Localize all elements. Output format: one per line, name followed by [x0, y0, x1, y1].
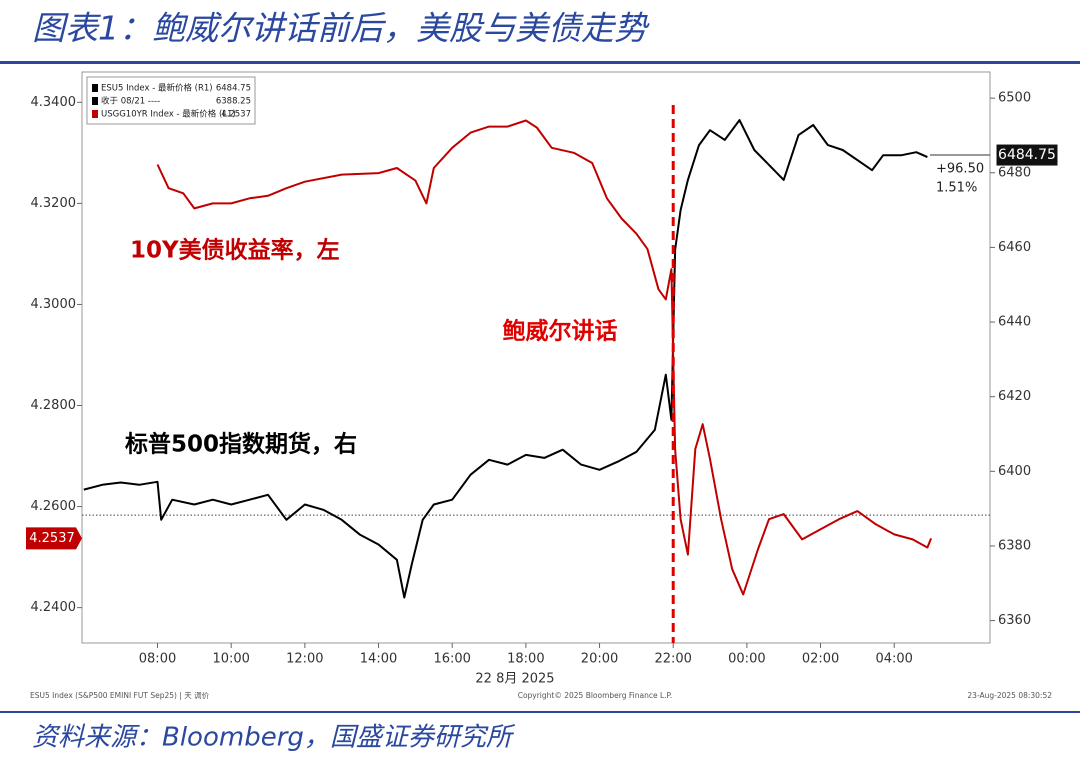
footer-note: ESU5 Index (S&P500 EMINI FUT Sep25) | 天 …	[30, 691, 210, 700]
y-tick-label: 4.2400	[31, 600, 77, 615]
last-value-box	[26, 527, 82, 550]
y2-tick-label: 6420	[998, 389, 1031, 404]
x-tick-label: 08:00	[139, 652, 176, 667]
last-value-box	[995, 143, 1059, 167]
legend-swatch	[92, 97, 98, 105]
y-tick-label: 4.2600	[31, 499, 77, 514]
legend-value: 4.2537	[221, 110, 251, 120]
y-tick-label: 4.3000	[31, 297, 77, 312]
y-tick-label: 4.2800	[31, 398, 77, 413]
x-tick-label: 20:00	[581, 652, 618, 667]
last-value-label: 6484.75	[998, 147, 1056, 163]
y2-tick-label: 6380	[998, 538, 1031, 553]
source-rule	[0, 711, 1080, 713]
x-tick-label: 12:00	[286, 652, 323, 667]
change-label: 1.51%	[936, 181, 977, 196]
y2-tick-label: 6360	[998, 613, 1031, 628]
series-line	[156, 119, 933, 596]
x-date-label: 22 8月 2025	[475, 672, 554, 687]
legend-value: 6388.25	[216, 97, 251, 107]
y2-tick-label: 6480	[998, 165, 1031, 180]
legend-swatch	[92, 84, 98, 92]
footer-note: 23-Aug-2025 08:30:52	[967, 691, 1052, 700]
legend-swatch	[92, 110, 98, 118]
x-tick-label: 18:00	[507, 652, 544, 667]
legend-label: USGG10YR Index - 最新价格 (L1)	[101, 109, 236, 120]
legend-label: ESU5 Index - 最新价格 (R1)	[101, 83, 213, 94]
y-tick-label: 4.3200	[31, 196, 77, 211]
title-rule	[0, 61, 1080, 64]
legend-value: 6484.75	[216, 84, 251, 94]
x-tick-label: 02:00	[802, 652, 839, 667]
annotation: 10Y美债收益率，左	[130, 237, 340, 264]
y2-tick-label: 6500	[998, 91, 1031, 106]
change-label: +96.50	[936, 162, 984, 177]
last-value-label: 4.2537	[29, 531, 75, 546]
y-tick-label: 4.3400	[31, 95, 77, 110]
source-note: 资料来源：Bloomberg，国盛证券研究所	[32, 723, 516, 753]
x-tick-label: 10:00	[212, 652, 249, 667]
event-label: 鲍威尔讲话	[503, 318, 618, 345]
y2-tick-label: 6440	[998, 315, 1031, 330]
y2-tick-label: 6460	[998, 240, 1031, 255]
footer-note: Copyright© 2025 Bloomberg Finance L.P.	[518, 691, 673, 700]
y2-tick-label: 6400	[998, 464, 1031, 479]
x-tick-label: 04:00	[875, 652, 912, 667]
x-tick-label: 00:00	[728, 652, 765, 667]
x-tick-label: 14:00	[360, 652, 397, 667]
figure-title: 图表1：鲍威尔讲话前后，美股与美债走势	[32, 9, 650, 48]
series-line	[83, 119, 928, 599]
plot-frame	[81, 71, 991, 644]
x-tick-label: 16:00	[433, 652, 470, 667]
legend-box	[86, 76, 256, 125]
annotation: 标普500指数期货，右	[125, 431, 357, 458]
legend-label: 收于 08/21 ----	[101, 96, 160, 107]
x-tick-label: 22:00	[654, 652, 691, 667]
